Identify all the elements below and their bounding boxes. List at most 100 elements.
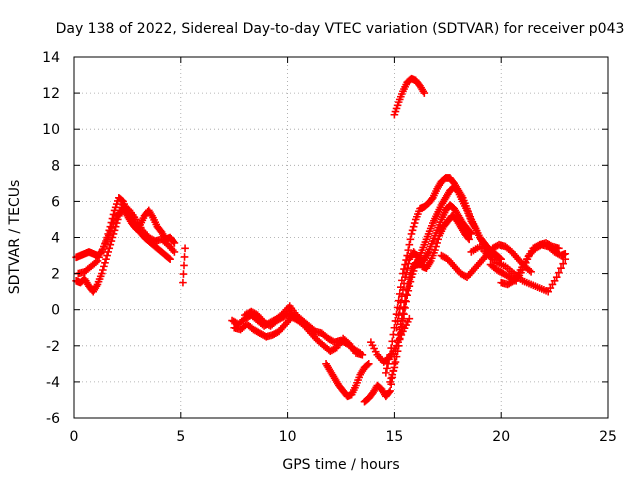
data-point xyxy=(390,363,399,372)
data-point xyxy=(382,369,390,377)
series-arc4 xyxy=(179,244,189,287)
data-point xyxy=(401,296,409,305)
data-point xyxy=(364,360,373,368)
data-point xyxy=(363,360,372,369)
data-point xyxy=(389,367,398,375)
y-tick-labels: -6 -4 -2 0 2 4 6 8 10 12 14 xyxy=(42,50,60,427)
x-tick-label: 5 xyxy=(176,429,185,445)
data-point xyxy=(391,347,400,356)
data-point xyxy=(395,304,404,313)
data-point xyxy=(496,254,504,263)
data-point xyxy=(431,246,439,254)
y-tick-label: -6 xyxy=(46,411,60,427)
y-tick-label: 14 xyxy=(42,50,60,66)
y-tick-label: 10 xyxy=(42,122,60,138)
data-point xyxy=(108,224,116,232)
y-tick-label: -2 xyxy=(46,339,60,355)
data-point xyxy=(97,269,106,278)
x-tick-label: 10 xyxy=(279,429,297,445)
y-tick-label: 6 xyxy=(51,194,60,210)
data-point xyxy=(409,222,418,231)
data-point xyxy=(408,226,417,235)
data-point xyxy=(405,240,414,249)
data-point xyxy=(385,355,393,364)
data-point xyxy=(393,101,402,110)
x-axis-label: GPS time / hours xyxy=(282,457,399,473)
data-point xyxy=(111,216,119,224)
data-point xyxy=(561,249,570,258)
data-point xyxy=(433,239,441,247)
data-point xyxy=(112,200,121,208)
data-point xyxy=(99,266,107,274)
x-tick-label: 15 xyxy=(385,429,403,445)
data-point xyxy=(390,110,399,119)
data-marks xyxy=(72,74,570,406)
data-point xyxy=(555,268,563,277)
y-tick-label: 8 xyxy=(51,158,60,174)
data-point xyxy=(400,310,408,319)
data-point xyxy=(181,244,189,253)
data-point xyxy=(104,248,112,256)
data-point xyxy=(402,268,410,277)
data-point xyxy=(387,344,395,352)
data-point xyxy=(103,251,111,260)
data-point xyxy=(406,235,415,244)
y-tick-label: 4 xyxy=(51,231,60,247)
data-point xyxy=(399,286,407,294)
data-point xyxy=(404,259,413,268)
data-point xyxy=(559,259,567,268)
data-point xyxy=(180,253,189,261)
data-point xyxy=(392,342,401,350)
data-point xyxy=(401,273,409,282)
series-arc15 xyxy=(390,74,429,119)
data-point xyxy=(432,242,440,251)
data-point xyxy=(109,220,118,228)
data-point xyxy=(111,203,120,212)
data-point xyxy=(465,235,473,244)
data-point xyxy=(552,273,561,282)
data-point xyxy=(298,318,307,327)
data-point xyxy=(386,387,394,395)
data-point xyxy=(387,374,395,383)
data-point xyxy=(397,298,405,307)
data-point xyxy=(394,331,403,339)
series-arc7 xyxy=(241,307,307,330)
data-point xyxy=(386,351,394,359)
data-point xyxy=(405,314,414,323)
y-tick-label: -4 xyxy=(46,375,60,391)
data-point xyxy=(166,255,174,263)
y-tick-label: 2 xyxy=(51,267,60,283)
y-tick-label: 12 xyxy=(42,86,60,102)
data-point xyxy=(105,244,114,253)
data-point xyxy=(401,304,409,312)
y-axis-label: SDTVAR / TECUs xyxy=(7,180,23,295)
data-point xyxy=(399,309,407,318)
data-point xyxy=(420,89,429,97)
data-point xyxy=(358,351,367,359)
data-point xyxy=(179,278,187,287)
data-point xyxy=(107,237,116,245)
data-point xyxy=(391,107,400,116)
x-tick-label: 25 xyxy=(599,429,617,445)
data-point xyxy=(403,264,412,272)
series-arc13 xyxy=(390,201,476,361)
data-point xyxy=(403,291,412,300)
data-point xyxy=(170,248,179,256)
data-point xyxy=(106,228,115,236)
data-point xyxy=(386,378,394,386)
data-point xyxy=(405,275,414,283)
series-arc14 xyxy=(392,212,473,332)
data-point xyxy=(407,230,416,238)
data-point xyxy=(406,270,415,279)
data-point xyxy=(180,261,188,270)
data-point xyxy=(170,239,179,247)
data-point xyxy=(400,303,408,311)
data-point xyxy=(398,292,406,300)
data-point xyxy=(392,104,401,113)
chart-title: Day 138 of 2022, Sidereal Day-to-day VTE… xyxy=(56,21,625,37)
data-point xyxy=(394,311,403,319)
data-point xyxy=(388,337,397,346)
data-point xyxy=(398,314,406,323)
data-point xyxy=(410,219,419,227)
